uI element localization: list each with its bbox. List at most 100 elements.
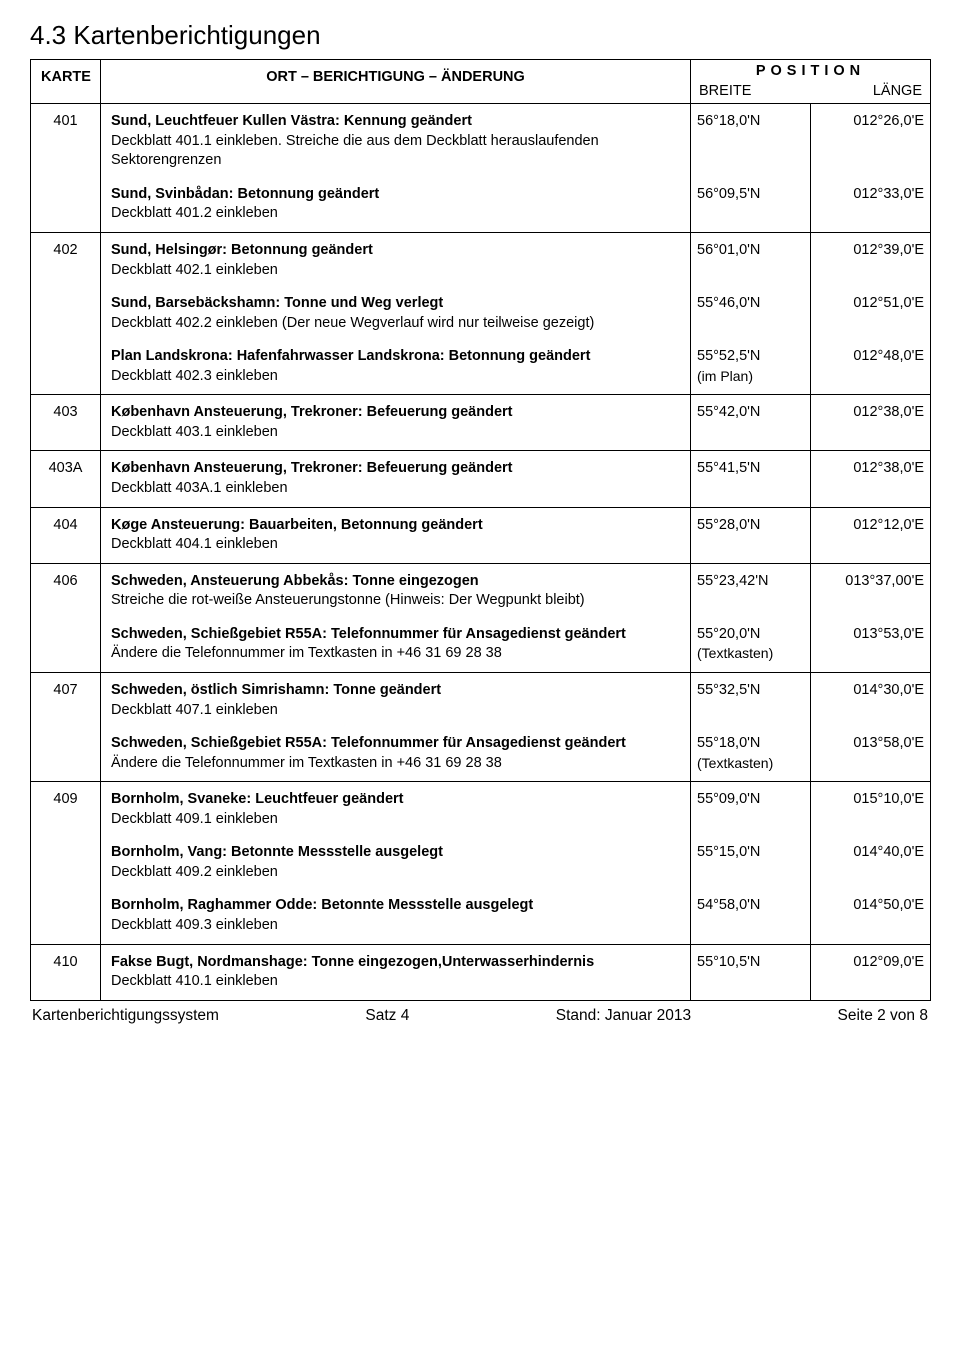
ort-cell: Fakse Bugt, Nordmanshage: Tonne eingezog… [101,944,691,1000]
page-footer: Kartenberichtigungssystem Satz 4 Stand: … [30,1001,930,1025]
karte-cell: 401 [31,104,101,233]
entry-title: Schweden, Ansteuerung Abbekås: Tonne ein… [111,572,680,592]
spacer [697,132,804,152]
entry-title: Bornholm, Svaneke: Leuchtfeuer geändert [111,790,680,810]
correction-entry: Schweden, östlich Simrishamn: Tonne geän… [111,681,680,720]
laenge-value-block: 012°48,0'E [817,347,924,386]
breite-value: 55°41,5'N [697,459,804,479]
spacer [817,367,924,387]
col-header-position: POSITION BREITE LÄNGE [691,60,931,104]
correction-entry: Bornholm, Raghammer Odde: Betonnte Messs… [111,896,680,935]
entry-subtext: Deckblatt 409.2 einkleben [111,863,680,883]
ort-cell: København Ansteuerung, Trekroner: Befeue… [101,451,691,507]
correction-entry: Bornholm, Svaneke: Leuchtfeuer geändertD… [111,790,680,829]
entry-title: Køge Ansteuerung: Bauarbeiten, Betonnung… [111,516,680,536]
breite-value-block: 56°01,0'N [697,241,804,280]
correction-entry: Bornholm, Vang: Betonnte Messstelle ausg… [111,843,680,882]
breite-value: 55°52,5'N [697,347,804,367]
breite-value-block: 55°41,5'N [697,459,804,498]
entry-subtext: Deckblatt 401.2 einkleben [111,204,680,224]
breite-cell: 55°09,0'N 55°15,0'N 54°58,0'N [691,782,811,944]
laenge-value-block: 015°10,0'E [817,790,924,829]
breite-cell: 55°23,42'N 55°20,0'N(Textkasten) [691,563,811,672]
ort-cell: Køge Ansteuerung: Bauarbeiten, Betonnung… [101,507,691,563]
spacer [817,423,924,443]
karte-cell: 407 [31,672,101,781]
spacer [817,204,924,224]
ort-cell: Sund, Helsingør: Betonnung geändertDeckb… [101,232,691,394]
table-row: 404 Køge Ansteuerung: Bauarbeiten, Betonn… [31,507,931,563]
breite-value: 55°46,0'N [697,294,804,314]
entry-title: Bornholm, Vang: Betonnte Messstelle ausg… [111,843,680,863]
breite-value-block: 55°46,0'N [697,294,804,333]
breite-value: 55°28,0'N [697,516,804,536]
laenge-value-block: 013°37,00'E [817,572,924,611]
laenge-label: LÄNGE [873,82,922,102]
karte-cell: 404 [31,507,101,563]
laenge-value-block: 014°50,0'E [817,896,924,935]
entry-subtext: Ändere die Telefonnummer im Textkasten i… [111,644,680,664]
laenge-value-block: 014°30,0'E [817,681,924,720]
correction-entry: Køge Ansteuerung: Bauarbeiten, Betonnung… [111,516,680,555]
laenge-value: 013°53,0'E [817,625,924,645]
correction-entry: Schweden, Ansteuerung Abbekås: Tonne ein… [111,572,680,611]
entry-title: København Ansteuerung, Trekroner: Befeue… [111,459,680,479]
laenge-value: 012°51,0'E [817,294,924,314]
laenge-value-block: 012°39,0'E [817,241,924,280]
laenge-cell: 012°12,0'E [811,507,931,563]
entry-subtext: Deckblatt 407.1 einkleben [111,701,680,721]
entry-title: Schweden, Schießgebiet R55A: Telefonnumm… [111,734,680,754]
spacer [697,701,804,721]
laenge-cell: 012°09,0'E [811,944,931,1000]
entry-subtext: Deckblatt 401.1 einkleben. Streiche die … [111,132,680,171]
breite-value: 55°23,42'N [697,572,804,592]
breite-value-block: 55°23,42'N [697,572,804,611]
laenge-value-block: 012°38,0'E [817,459,924,498]
laenge-value: 012°12,0'E [817,516,924,536]
correction-entry: Schweden, Schießgebiet R55A: Telefonnumm… [111,734,680,773]
ort-cell: Sund, Leuchtfeuer Kullen Västra: Kennung… [101,104,691,233]
breite-value: 55°15,0'N [697,843,804,863]
spacer [817,479,924,499]
breite-value: 56°18,0'N [697,112,804,132]
spacer [817,644,924,664]
spacer [817,261,924,281]
footer-mid2: Stand: Januar 2013 [556,1007,691,1025]
breite-value: 56°09,5'N [697,185,804,205]
breite-cell: 55°42,0'N [691,395,811,451]
entry-title: Bornholm, Raghammer Odde: Betonnte Messs… [111,896,680,916]
laenge-value: 012°33,0'E [817,185,924,205]
corrections-table: KARTE ORT – BERICHTIGUNG – ÄNDERUNG POSI… [30,59,931,1001]
laenge-cell: 013°37,00'E 013°53,0'E [811,563,931,672]
laenge-value: 012°48,0'E [817,347,924,367]
entry-subtext: Deckblatt 404.1 einkleben [111,535,680,555]
spacer [817,151,924,171]
spacer [697,916,804,936]
entry-subtext: Deckblatt 409.3 einkleben [111,916,680,936]
laenge-value-block: 012°38,0'E [817,403,924,442]
footer-mid1: Satz 4 [365,1007,409,1025]
col-header-karte: KARTE [31,60,101,104]
correction-entry: København Ansteuerung, Trekroner: Befeue… [111,459,680,498]
breite-cell: 55°28,0'N [691,507,811,563]
laenge-value-block: 012°33,0'E [817,185,924,224]
laenge-value-block: 013°58,0'E [817,734,924,773]
entry-subtext: Deckblatt 410.1 einkleben [111,972,680,992]
laenge-value-block: 013°53,0'E [817,625,924,664]
entry-title: Sund, Helsingør: Betonnung geändert [111,241,680,261]
spacer [817,535,924,555]
breite-cell: 55°41,5'N [691,451,811,507]
entry-title: Sund, Svinbådan: Betonnung geändert [111,185,680,205]
spacer [697,314,804,334]
entry-subtext: Deckblatt 403.1 einkleben [111,423,680,443]
breite-value: 55°09,0'N [697,790,804,810]
correction-entry: Sund, Helsingør: Betonnung geändertDeckb… [111,241,680,280]
table-row: 410Fakse Bugt, Nordmanshage: Tonne einge… [31,944,931,1000]
ort-cell: Schweden, östlich Simrishamn: Tonne geän… [101,672,691,781]
laenge-value-block: 012°51,0'E [817,294,924,333]
footer-right: Seite 2 von 8 [838,1007,928,1025]
breite-cell: 55°32,5'N 55°18,0'N(Textkasten) [691,672,811,781]
entry-title: Sund, Barsebäckshamn: Tonne und Weg verl… [111,294,680,314]
spacer [817,916,924,936]
ort-cell: København Ansteuerung, Trekroner: Befeue… [101,395,691,451]
